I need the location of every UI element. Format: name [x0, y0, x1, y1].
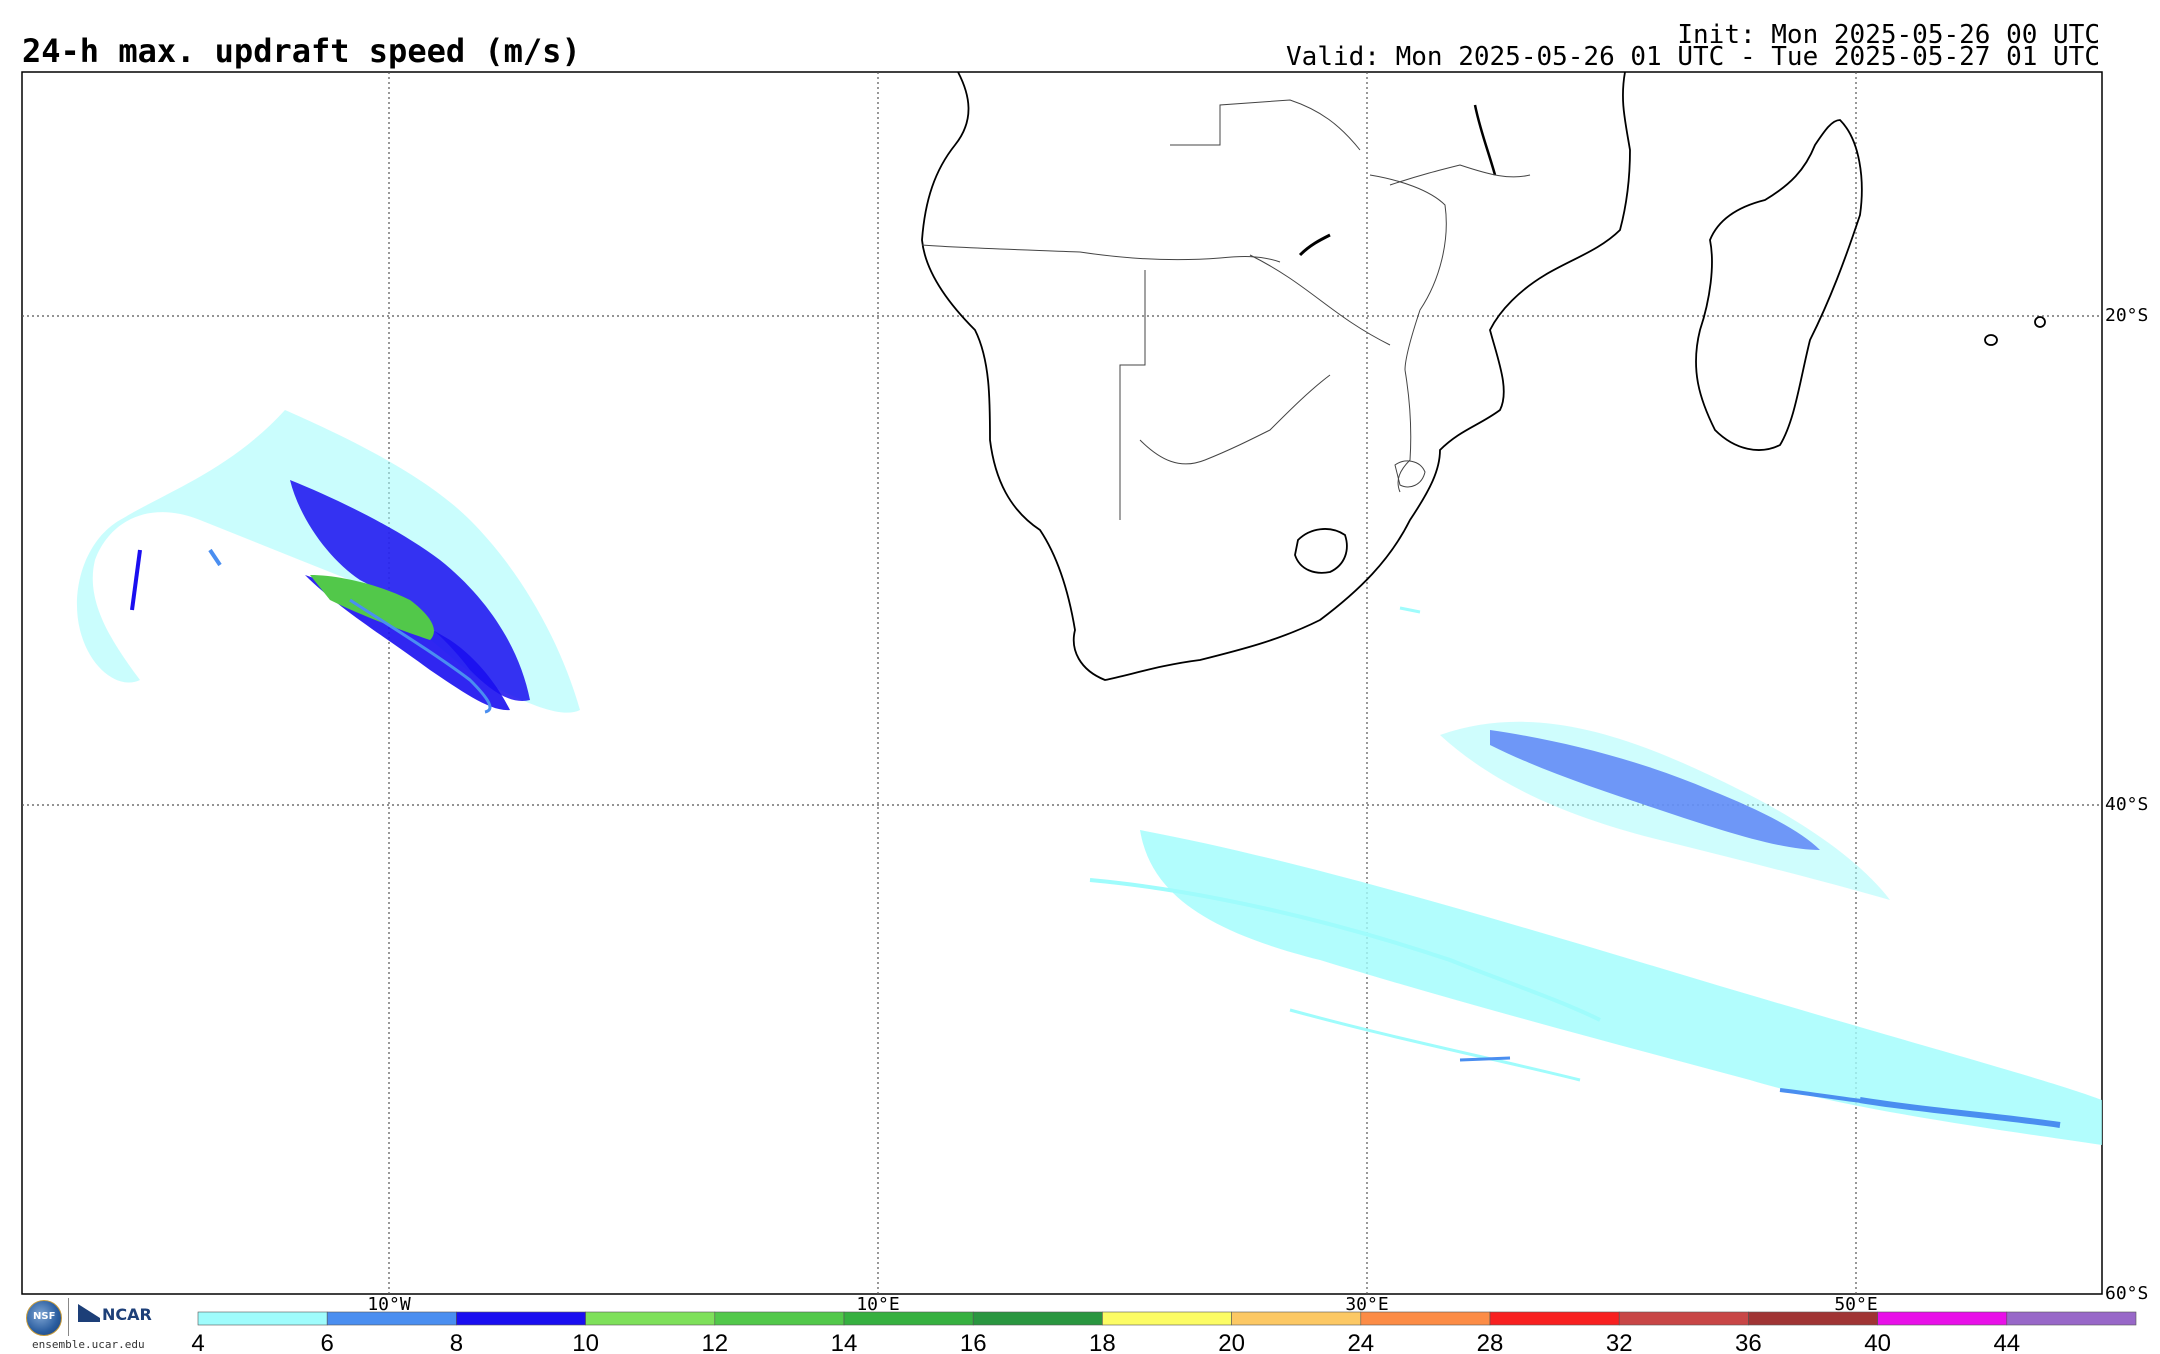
colorbar-tick-label: 14 — [831, 1330, 858, 1354]
colorbar-swatch — [1360, 1311, 1491, 1326]
colorbar-tick-label: 28 — [1477, 1330, 1504, 1354]
colorbar-tick-label: 6 — [321, 1330, 334, 1354]
colorbar-swatch — [326, 1311, 457, 1326]
colorbar-tick-label: 10 — [572, 1330, 599, 1354]
updraft-streak-3 — [1399, 606, 1421, 614]
lake-malawi — [1473, 104, 1497, 176]
colorbar-swatch — [1102, 1311, 1232, 1326]
colorbar-tick-label: 8 — [450, 1330, 463, 1354]
nsf-logo: NSF — [26, 1300, 62, 1336]
colorbar-tick-label: 24 — [1347, 1330, 1374, 1354]
updraft-lightblue-atlantic — [349, 598, 492, 714]
updraft-lightblue-east — [1859, 1097, 2061, 1128]
border-namibia-botswana — [1119, 270, 1146, 520]
updraft-streak-1 — [130, 549, 142, 611]
colorbar-tick-label: 44 — [1993, 1330, 2020, 1354]
updraft-field-atlantic — [76, 410, 581, 714]
colorbar-swatch — [197, 1311, 328, 1326]
colorbar-tick-label: 12 — [701, 1330, 728, 1354]
colorbar-tick-label: 16 — [960, 1330, 987, 1354]
africa-coastline — [921, 71, 1631, 681]
border-mozambique-sa — [1397, 369, 1412, 493]
colorbar-tick-label: 40 — [1864, 1330, 1891, 1354]
border-angola-namibia — [921, 244, 1281, 263]
updraft-streak-2 — [208, 548, 222, 567]
colorbar-swatch — [1231, 1311, 1362, 1326]
colorbar-swatch — [2006, 1311, 2137, 1326]
lat-label-60s: 60°S — [2105, 1283, 2148, 1304]
ncar-logo-icon — [78, 1304, 100, 1322]
colorbar-swatch — [585, 1311, 716, 1326]
island-2 — [2034, 316, 2046, 328]
ncar-logo-text: NCAR — [102, 1305, 152, 1324]
colorbar — [197, 1311, 2137, 1326]
logo-separator — [68, 1298, 69, 1336]
lon-label-50e: 50°E — [1834, 1294, 1877, 1315]
map-frame — [21, 71, 2103, 1295]
border-zim-sa — [1249, 254, 1391, 346]
map-title: 24-h max. updraft speed (m/s) — [22, 32, 581, 70]
updraft-lightblue-east-2 — [1779, 1088, 1871, 1104]
colorbar-tick-label: 4 — [191, 1330, 204, 1354]
border-botswana-sa — [1139, 374, 1331, 465]
colorbar-ticks: 4 6 8 10 12 14 16 18 20 24 28 32 36 40 44 — [191, 1330, 2020, 1354]
border-zambia — [1170, 99, 1361, 151]
updraft-cyan-streaks — [1089, 878, 1601, 1022]
updraft-field-southern-ocean — [1089, 606, 2102, 1145]
madagascar-coastline — [1695, 119, 1863, 451]
lesotho-border — [1294, 528, 1348, 574]
lake-kariba — [1298, 233, 1331, 257]
gridlines — [22, 72, 2102, 1294]
colorbar-tick-label: 18 — [1089, 1330, 1116, 1354]
lon-label-30e: 30°E — [1345, 1294, 1388, 1315]
updraft-cyan-streaks-2 — [1289, 1008, 1581, 1082]
updraft-cyan-mid-ocean — [1440, 721, 1890, 900]
valid-time: Valid: Mon 2025-05-26 01 UTC - Tue 2025-… — [1286, 42, 2100, 72]
colorbar-swatch — [1618, 1311, 1749, 1326]
colorbar-swatch — [456, 1311, 586, 1326]
ensemble-url: ensemble.ucar.edu — [32, 1338, 145, 1351]
island-1 — [1984, 334, 1998, 346]
updraft-green-atlantic — [310, 575, 434, 640]
colorbar-swatch — [972, 1311, 1103, 1326]
axis-labels: 10°W 10°E 30°E 50°E 20°S 40°S 60°S — [367, 305, 2148, 1315]
logos: NSF NCAR ensemble.ucar.edu — [24, 1298, 164, 1354]
updraft-blue-atlantic — [290, 480, 530, 701]
init-time: Init: Mon 2025-05-26 00 UTC — [1677, 20, 2100, 50]
colorbar-swatch — [1877, 1311, 2008, 1326]
colorbar-swatch — [714, 1311, 845, 1326]
colorbar-tick-label: 32 — [1606, 1330, 1633, 1354]
colorbar-swatch — [1489, 1311, 1620, 1326]
colorbar-tick-label: 36 — [1735, 1330, 1762, 1354]
lon-label-10e: 10°E — [856, 1294, 899, 1315]
border-eswatini — [1394, 460, 1426, 488]
border-moz-north — [1389, 164, 1531, 186]
lat-label-20s: 20°S — [2105, 305, 2148, 326]
updraft-cyan-southern-ocean — [1140, 830, 2102, 1145]
lat-label-40s: 40°S — [2105, 794, 2148, 815]
coastlines — [921, 71, 2046, 681]
colorbar-swatch — [1748, 1311, 1878, 1326]
border-zim-moz — [1369, 174, 1447, 371]
colorbar-tick-label: 20 — [1218, 1330, 1245, 1354]
lon-label-10w: 10°W — [367, 1294, 411, 1315]
country-borders — [921, 99, 1531, 520]
updraft-streak-4 — [1459, 1056, 1511, 1062]
colorbar-swatch — [843, 1311, 974, 1326]
